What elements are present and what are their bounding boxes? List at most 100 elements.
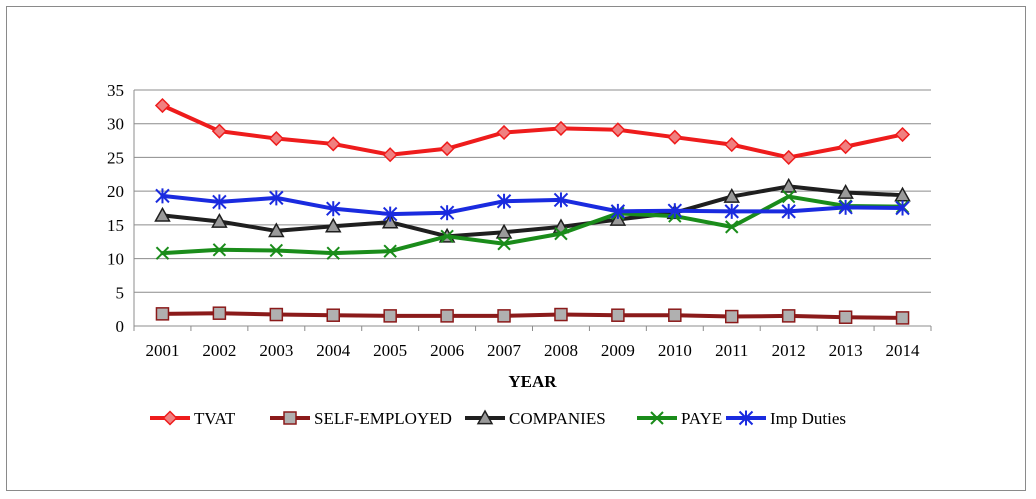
legend-label: PAYE xyxy=(681,409,722,428)
series-line-companies xyxy=(160,184,905,239)
x-tick-label: 2004 xyxy=(316,341,351,360)
series-tvat xyxy=(154,97,911,165)
y-tick-label: 30 xyxy=(107,115,124,134)
data-point xyxy=(154,97,171,114)
legend-marker xyxy=(738,410,754,426)
data-point xyxy=(440,309,454,323)
data-point xyxy=(269,307,284,322)
data-point xyxy=(725,220,739,234)
series-imp-duties xyxy=(155,188,910,222)
y-tick-label: 35 xyxy=(107,81,124,100)
data-point xyxy=(383,244,397,258)
series-line-paye xyxy=(160,194,905,256)
legend-item-tvat: TVAT xyxy=(150,409,236,428)
data-point xyxy=(895,311,910,325)
data-point xyxy=(326,201,341,217)
legend-item-paye: PAYE xyxy=(637,409,722,428)
data-point xyxy=(212,243,227,257)
legend-marker xyxy=(283,411,297,425)
data-point xyxy=(781,149,797,165)
data-point xyxy=(382,147,398,163)
x-tick-label: 2002 xyxy=(202,341,236,360)
data-point xyxy=(212,306,227,320)
x-tick-label: 2005 xyxy=(373,341,407,360)
legend-item-self-employed: SELF-EMPLOYED xyxy=(270,409,452,428)
x-tick-label: 2008 xyxy=(544,341,578,360)
data-point xyxy=(326,246,340,260)
data-point xyxy=(155,246,170,260)
data-point xyxy=(155,307,170,321)
data-point xyxy=(723,187,741,203)
y-tick-label: 10 xyxy=(107,250,124,269)
data-point xyxy=(554,226,568,241)
y-tick-label: 0 xyxy=(116,317,125,336)
x-tick-label: 2013 xyxy=(829,341,863,360)
data-point xyxy=(497,309,511,323)
data-point xyxy=(724,203,739,219)
data-point xyxy=(553,192,569,208)
x-tick-label: 2012 xyxy=(772,341,806,360)
x-tick-label: 2003 xyxy=(259,341,293,360)
data-point xyxy=(439,141,455,157)
legend-marker xyxy=(650,411,664,425)
x-tick-label: 2001 xyxy=(145,341,179,360)
data-point xyxy=(496,124,512,141)
y-tick-label: 20 xyxy=(107,182,124,201)
data-point xyxy=(724,137,740,153)
legend-label: Imp Duties xyxy=(770,409,846,428)
x-tick-label: 2009 xyxy=(601,341,635,360)
data-point xyxy=(497,237,511,251)
x-tick-label: 2014 xyxy=(886,341,921,360)
chart-frame xyxy=(6,6,1026,491)
data-point xyxy=(554,307,568,322)
y-tick-label: 5 xyxy=(116,283,125,302)
legend-item-companies: COMPANIES xyxy=(465,409,606,428)
legend-marker xyxy=(476,409,494,425)
x-tick-label: 2010 xyxy=(658,341,692,360)
data-point xyxy=(269,190,284,206)
data-point xyxy=(439,205,455,221)
series-line-imp-duties xyxy=(160,193,905,217)
y-tick-label: 15 xyxy=(107,216,124,235)
data-point xyxy=(781,189,796,204)
data-point xyxy=(895,200,910,216)
data-point xyxy=(154,206,171,222)
series-self-employed xyxy=(155,306,910,325)
data-point xyxy=(382,206,398,222)
data-point xyxy=(838,310,853,324)
data-point xyxy=(781,203,796,219)
data-point xyxy=(496,193,512,209)
data-point xyxy=(837,183,854,199)
legend: TVAT SELF-EMPLOYED COMPANIES PAYE Imp Duties xyxy=(150,409,846,428)
data-point xyxy=(610,203,626,219)
data-point xyxy=(668,308,682,322)
data-point xyxy=(894,126,911,143)
data-point xyxy=(838,139,854,155)
data-point xyxy=(268,130,284,147)
data-point xyxy=(781,309,796,323)
data-point xyxy=(780,177,797,193)
data-point xyxy=(268,222,285,238)
data-point xyxy=(495,223,513,239)
data-point xyxy=(324,217,342,233)
data-point xyxy=(667,203,683,219)
y-tick-label: 25 xyxy=(107,148,124,167)
x-tick-label: 2007 xyxy=(487,341,522,360)
data-point xyxy=(611,308,625,322)
data-point xyxy=(211,212,228,228)
data-point xyxy=(155,188,170,204)
data-point xyxy=(725,309,739,324)
legend-label: COMPANIES xyxy=(509,409,606,428)
legend-label: SELF-EMPLOYED xyxy=(314,409,452,428)
data-point xyxy=(553,120,569,136)
legend-label: TVAT xyxy=(194,409,236,428)
data-point xyxy=(383,309,397,323)
series-line-tvat xyxy=(160,103,905,160)
data-point xyxy=(610,122,626,138)
x-tick-label: 2006 xyxy=(430,341,464,360)
data-point xyxy=(838,199,853,215)
data-point xyxy=(440,229,454,244)
legend-item-imp-duties: Imp Duties xyxy=(726,409,846,428)
data-point xyxy=(212,194,227,210)
data-point xyxy=(211,123,227,139)
